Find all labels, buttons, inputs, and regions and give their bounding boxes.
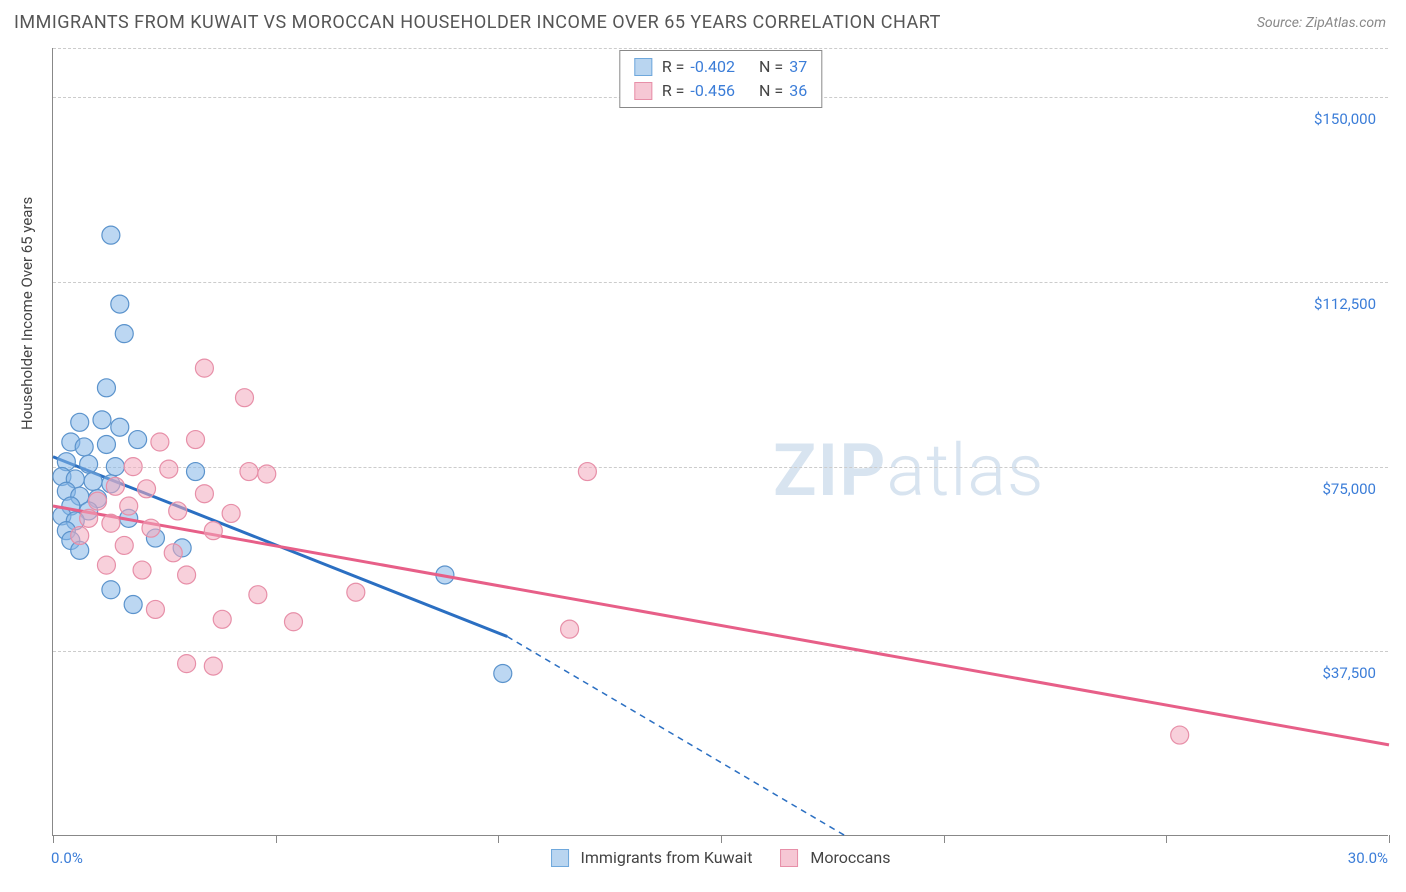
data-point xyxy=(133,561,151,579)
series-legend: Immigrants from Kuwait Moroccans xyxy=(551,848,891,867)
data-point xyxy=(578,463,596,481)
legend-series-label: Immigrants from Kuwait xyxy=(581,848,753,867)
x-axis-max-label: 30.0% xyxy=(1348,849,1388,867)
data-point xyxy=(75,438,93,456)
data-point xyxy=(89,492,107,510)
data-point xyxy=(249,586,267,604)
y-axis-label: Householder Income Over 65 years xyxy=(18,197,36,430)
r-label: R = xyxy=(662,55,685,79)
data-point xyxy=(561,620,579,638)
data-point xyxy=(124,596,142,614)
data-point xyxy=(178,655,196,673)
legend-stat-row: R = -0.456 N = 36 xyxy=(634,79,807,103)
legend-series-item: Moroccans xyxy=(780,848,890,867)
legend-swatch xyxy=(634,58,652,76)
r-label: R = xyxy=(662,79,685,103)
source-attribution: Source: ZipAtlas.com xyxy=(1257,15,1386,31)
data-point xyxy=(80,455,98,473)
legend-series-item: Immigrants from Kuwait xyxy=(551,848,753,867)
data-point xyxy=(494,664,512,682)
data-point xyxy=(138,480,156,498)
data-point xyxy=(80,509,98,527)
chart-header: IMMIGRANTS FROM KUWAIT VS MOROCCAN HOUSE… xyxy=(0,0,1406,41)
data-point xyxy=(235,389,253,407)
legend-series-label: Moroccans xyxy=(810,848,890,867)
x-axis-min-label: 0.0% xyxy=(51,849,83,867)
data-point xyxy=(204,522,222,540)
n-label: N = xyxy=(759,55,783,79)
data-point xyxy=(124,458,142,476)
data-point xyxy=(240,463,258,481)
data-point xyxy=(111,295,129,313)
data-point xyxy=(146,600,164,618)
data-point xyxy=(115,325,133,343)
x-tick xyxy=(53,835,54,843)
x-tick xyxy=(498,835,499,843)
data-point xyxy=(115,536,133,554)
data-point xyxy=(222,504,240,522)
data-point xyxy=(102,226,120,244)
data-point xyxy=(71,527,89,545)
data-point xyxy=(97,379,115,397)
data-point xyxy=(1171,726,1189,744)
scatter-plot-svg xyxy=(53,48,1388,835)
data-point xyxy=(102,514,120,532)
data-point xyxy=(102,581,120,599)
n-value: 37 xyxy=(789,55,807,79)
legend-swatch xyxy=(780,849,798,867)
x-tick xyxy=(276,835,277,843)
data-point xyxy=(187,431,205,449)
data-point xyxy=(93,411,111,429)
x-tick xyxy=(1166,835,1167,843)
data-point xyxy=(71,413,89,431)
data-point xyxy=(106,477,124,495)
data-point xyxy=(129,431,147,449)
data-point xyxy=(347,583,365,601)
n-label: N = xyxy=(759,79,783,103)
data-point xyxy=(97,556,115,574)
data-point xyxy=(160,460,178,478)
source-prefix: Source: xyxy=(1257,15,1306,31)
data-point xyxy=(84,472,102,490)
r-value: -0.456 xyxy=(690,79,735,103)
data-point xyxy=(213,610,231,628)
data-point xyxy=(151,433,169,451)
data-point xyxy=(258,465,276,483)
data-point xyxy=(284,613,302,631)
x-tick xyxy=(944,835,945,843)
n-value: 36 xyxy=(789,79,807,103)
data-point xyxy=(120,497,138,515)
data-point xyxy=(178,566,196,584)
data-point xyxy=(187,463,205,481)
r-value: -0.402 xyxy=(690,55,735,79)
data-point xyxy=(195,359,213,377)
legend-stat-row: R = -0.402 N = 37 xyxy=(634,55,807,79)
legend-swatch xyxy=(551,849,569,867)
x-tick xyxy=(1389,835,1390,843)
chart-title: IMMIGRANTS FROM KUWAIT VS MOROCCAN HOUSE… xyxy=(14,12,941,33)
chart-plot-area: ZIPatlas $37,500$75,000$112,500$150,000 … xyxy=(52,48,1388,836)
legend-swatch xyxy=(634,82,652,100)
source-name: ZipAtlas.com xyxy=(1306,15,1386,31)
data-point xyxy=(106,458,124,476)
data-point xyxy=(204,657,222,675)
data-point xyxy=(111,418,129,436)
trend-line-extrapolated xyxy=(507,637,845,836)
correlation-legend: R = -0.402 N = 37 R = -0.456 N = 36 xyxy=(619,50,822,108)
data-point xyxy=(97,435,115,453)
data-point xyxy=(169,502,187,520)
trend-line xyxy=(53,506,1389,745)
data-point xyxy=(164,544,182,562)
x-tick xyxy=(721,835,722,843)
data-point xyxy=(142,519,160,537)
data-point xyxy=(195,485,213,503)
